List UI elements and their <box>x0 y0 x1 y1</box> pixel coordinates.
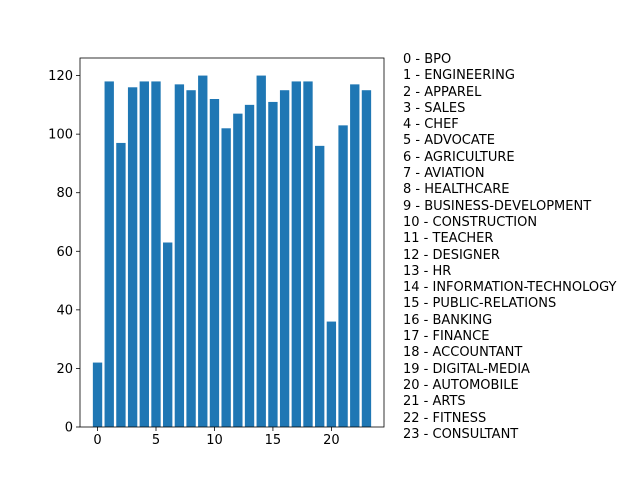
x-tick-label-15: 15 <box>265 433 282 448</box>
bar-13 <box>244 104 255 428</box>
bar-6 <box>163 242 173 427</box>
legend-entry: 9 - BUSINESS-DEVELOPMENT <box>403 198 592 214</box>
legend-entry: 20 - AUTOMOBILE <box>403 377 519 393</box>
bar-10 <box>209 99 220 427</box>
legend-entry: 11 - TEACHER <box>403 231 494 247</box>
bar-17 <box>291 81 301 428</box>
legend-entry: 3 - SALES <box>403 100 466 116</box>
legend-entry: 21 - ARTS <box>403 394 466 410</box>
y-tick-label-120: 120 <box>48 69 73 84</box>
bar-11 <box>221 128 231 428</box>
bars-group <box>92 75 372 428</box>
legend-entry: 6 - AGRICULTURE <box>403 149 515 165</box>
bar-22 <box>350 84 360 428</box>
legend-entry: 1 - ENGINEERING <box>403 68 515 84</box>
legend-entry: 15 - PUBLIC-RELATIONS <box>403 296 557 312</box>
bar-5 <box>151 81 161 428</box>
x-tick-label-5: 5 <box>152 433 160 448</box>
legend-entry: 23 - CONSULTANT <box>403 426 519 442</box>
legend-entry: 4 - CHEF <box>403 117 459 133</box>
bar-9 <box>198 75 208 427</box>
bar-18 <box>303 81 313 428</box>
legend-entry: 19 - DIGITAL-MEDIA <box>403 361 530 377</box>
legend-entry: 14 - INFORMATION-TECHNOLOGY <box>403 280 617 296</box>
bar-4 <box>139 81 149 428</box>
bar-7 <box>174 84 185 428</box>
legend-entry: 0 - BPO <box>403 52 452 67</box>
y-tick-label-100: 100 <box>48 128 73 143</box>
bar-16 <box>279 90 290 428</box>
x-tick-label-0: 0 <box>93 433 101 448</box>
bar-12 <box>233 113 243 427</box>
y-tick-label-80: 80 <box>56 186 73 201</box>
legend-entry: 5 - ADVOCATE <box>403 133 495 149</box>
bar-3 <box>127 87 138 427</box>
legend-entry: 18 - ACCOUNTANT <box>403 345 523 361</box>
bar-21 <box>338 125 348 428</box>
bar-14 <box>256 75 266 427</box>
legend-entry: 13 - HR <box>403 263 452 279</box>
legend-entry: 22 - FITNESS <box>403 410 487 426</box>
plot-frame <box>79 57 385 428</box>
legend-entry: 17 - FINANCE <box>403 329 490 345</box>
legend-entry: 10 - CONSTRUCTION <box>403 214 538 230</box>
x-tick-label-20: 20 <box>323 433 340 448</box>
legend-entry: 16 - BANKING <box>403 312 493 328</box>
axes-group: 0 5 10 15 20 0 20 40 60 80 100 120 <box>48 57 385 448</box>
y-tick-label-20: 20 <box>56 362 73 377</box>
bar-0 <box>92 362 103 427</box>
bar-1 <box>104 81 114 428</box>
bar-8 <box>186 90 196 428</box>
bar-2 <box>116 142 126 427</box>
bar-15 <box>268 101 278 428</box>
legend-entry: 12 - DESIGNER <box>403 247 500 263</box>
bar-20 <box>326 321 337 427</box>
x-tick-label-10: 10 <box>206 433 223 448</box>
y-tick-label-0: 0 <box>65 421 73 436</box>
bar-19 <box>315 145 325 428</box>
y-tick-label-40: 40 <box>56 303 73 318</box>
legend-entry: 2 - APPAREL <box>403 84 482 100</box>
legend-entry: 7 - AVIATION <box>403 166 485 182</box>
legend-entry: 8 - HEALTHCARE <box>403 182 510 198</box>
y-tick-label-60: 60 <box>56 245 73 260</box>
bar-23 <box>361 90 372 428</box>
category-legend: 0 - BPO 1 - ENGINEERING 2 - APPAREL 3 - SAL… <box>403 52 616 443</box>
